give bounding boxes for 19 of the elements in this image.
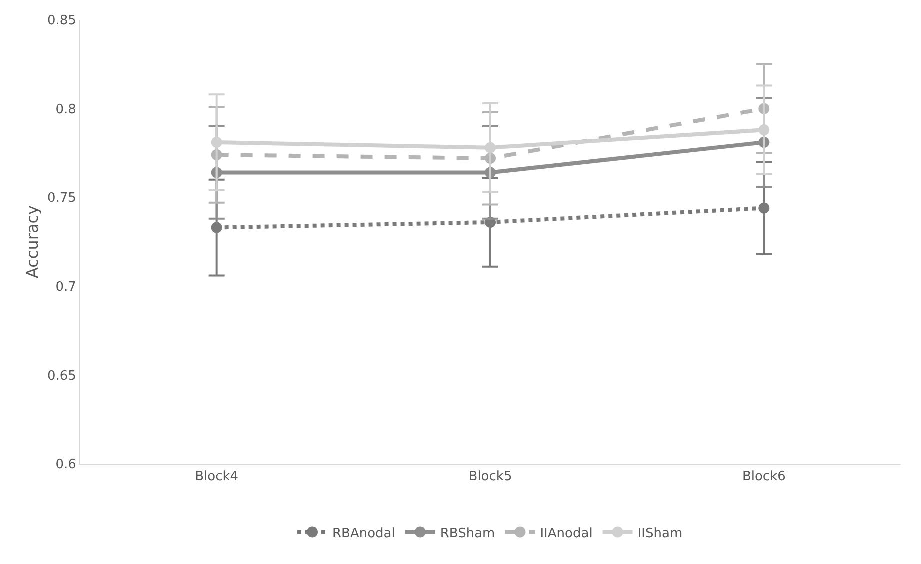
- y-tick-label: 0.6: [56, 458, 76, 473]
- y-tick-label: 0.85: [47, 14, 76, 29]
- point: [758, 124, 770, 136]
- y-tick-label: 0.75: [47, 191, 76, 206]
- legend-label: RBAnodal: [332, 526, 396, 542]
- x-tick-label: Block4: [195, 470, 239, 485]
- point: [211, 222, 222, 234]
- x-tick-label: Block5: [468, 470, 512, 485]
- point: [485, 142, 496, 154]
- legend-label: RBSham: [440, 526, 496, 542]
- point: [758, 202, 770, 214]
- y-axis-title: Accuracy: [23, 205, 42, 279]
- legend-label: IIAnodal: [540, 526, 593, 542]
- legend-label: IISham: [638, 526, 683, 542]
- x-tick-label: Block6: [742, 470, 786, 485]
- y-tick-label: 0.8: [56, 102, 76, 118]
- point: [211, 137, 222, 148]
- y-tick-label: 0.7: [56, 280, 76, 295]
- y-tick-label: 0.65: [47, 368, 76, 384]
